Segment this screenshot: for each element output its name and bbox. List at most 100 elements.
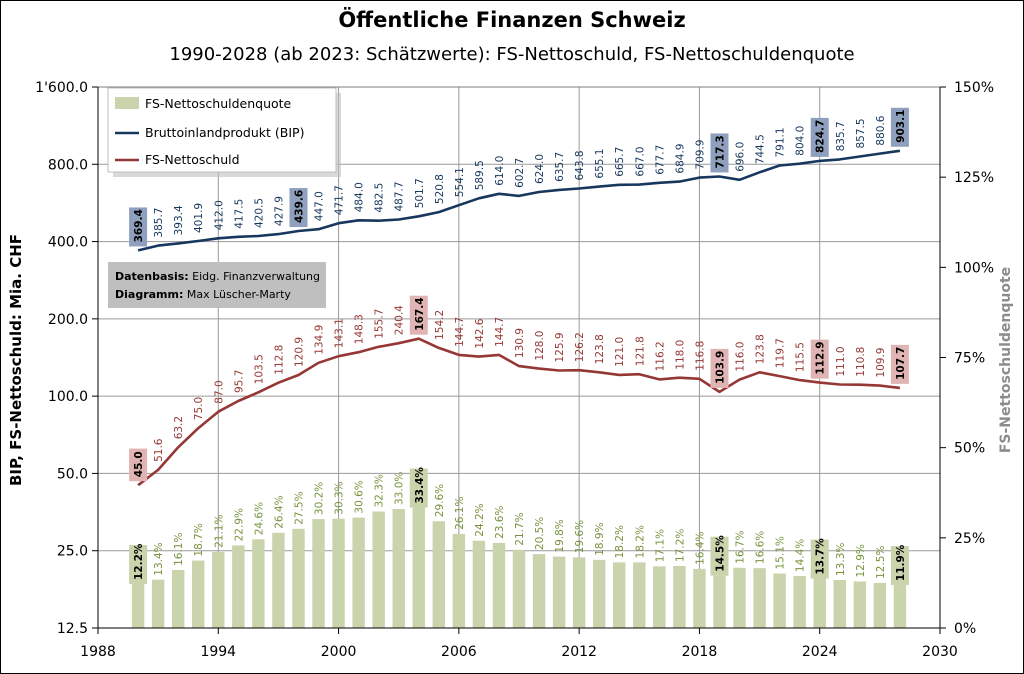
data-label-debt-1996: 103.5 [253,354,265,384]
data-label-debt-2019: 103.9 [715,351,727,384]
data-label-quote-2014: 18.2% [614,525,626,558]
y-tick-label: 800.0 [48,157,88,173]
data-label-quote-2000: 30.3% [334,481,346,514]
note-source: Eidg. Finanzverwaltung [192,270,320,283]
data-label-quote-2012: 19.6% [574,520,586,553]
data-label-debt-2003: 240.4 [394,305,406,335]
x-tick-label: 2000 [321,644,357,660]
bar-quote-1999 [312,519,325,628]
label-box-quote-1990 [129,544,148,584]
data-label-bip-2014: 665.7 [614,147,626,177]
data-label-quote-1992: 16.1% [173,533,185,566]
data-label-quote-2008: 23.6% [494,506,506,539]
data-label-bip-2019: 717.3 [715,135,727,168]
axes: 12.5 25.0 50.0 100.0 200.0 400.0 800.0 1'600.0 1… [35,80,994,660]
svg-text:Datenbasis: Eidg. Finanzverwal: Datenbasis: Eidg. Finanzverwaltung [115,270,320,283]
line-debt [137,337,901,487]
data-label-quote-1996: 24.6% [253,502,265,535]
bar-quote-2018 [693,568,706,628]
data-label-quote-1994: 21.1% [213,515,225,548]
y-tick-label: 50.0 [57,466,88,482]
legend-swatch-quote [115,97,139,109]
y-tick-label: 12.5 [57,621,88,637]
data-label-quote-2016: 17.1% [654,529,666,562]
bar-quote-2006 [452,533,466,628]
label-box-debt-1990 [129,448,148,482]
bar-quote-2024 [813,578,826,628]
label-box-bip-2028 [890,107,909,147]
data-label-bip-2027: 880.6 [875,115,887,145]
x-tick-label: 2030 [922,644,958,660]
data-label-bip-2017: 684.9 [674,144,686,174]
data-label-bip-2012: 643.8 [574,150,586,180]
bar-quote-2012 [572,557,586,628]
label-box-debt-2024 [810,339,829,379]
data-label-debt-2009: 130.9 [514,328,526,358]
data-label-debt-2004: 167.4 [414,297,426,330]
data-label-bip-2025: 835.7 [835,121,847,151]
bar-quote-2025 [833,580,846,628]
x-tick-label: 2006 [441,644,477,660]
bar-quote-2005 [432,521,446,628]
bar-quote-2015 [633,562,646,628]
x-tick-label: 1988 [80,644,116,660]
data-label-quote-2027: 12.5% [875,546,887,579]
data-label-bip-2018: 709.9 [694,140,706,170]
data-label-bip-2008: 614.0 [494,156,506,186]
y-tick-label: 400.0 [48,235,88,251]
y2-tick-label: 50% [954,441,985,457]
data-label-debt-1997: 112.8 [273,345,285,375]
label-box-quote-2028 [890,546,909,586]
note-author: Max Lüscher-Marty [187,288,292,301]
data-label-quote-2013: 18.9% [594,522,606,555]
data-label-bip-1992: 393.4 [173,205,185,235]
data-label-bip-1999: 447.0 [314,191,326,221]
data-label-quote-2017: 17.2% [674,529,686,562]
bar-quote-2007 [472,540,486,628]
label-box-bip-1990 [129,207,148,247]
data-label-quote-2020: 16.7% [735,530,747,563]
svg-text:Diagramm: Max Lüscher-Marty: Diagramm: Max Lüscher-Marty [115,288,291,301]
y2-tick-label: 0% [954,621,976,637]
data-label-quote-2025: 13.3% [835,543,847,576]
data-label-debt-1992: 63.2 [173,416,185,439]
data-label-quote-2022: 15.1% [775,536,787,569]
bar-quote-1992 [171,569,185,628]
bar-quote-1995 [232,545,245,628]
data-label-bip-1998: 439.6 [294,190,306,223]
line-bip [137,149,901,252]
data-label-debt-2021: 123.8 [755,334,767,364]
data-label-quote-2005: 29.6% [434,484,446,517]
bar-quote-1991 [151,579,165,628]
x-tick-label: 1994 [200,644,236,660]
data-label-debt-2027: 109.9 [875,348,887,378]
data-label-bip-2011: 635.7 [554,152,566,182]
data-label-bip-2021: 744.5 [755,134,767,164]
label-box-debt-2019 [710,348,729,388]
data-label-debt-1999: 134.9 [314,325,326,355]
label-box-quote-2004 [409,468,428,508]
label-box-bip-2019 [710,133,729,173]
bar-quote-1997 [272,532,285,628]
data-label-bip-1993: 401.9 [193,203,205,233]
data-label-debt-2006: 144.7 [454,317,466,347]
data-label-bip-2016: 677.7 [654,145,666,175]
data-label-quote-1999: 30.2% [314,482,326,515]
data-label-quote-2021: 16.6% [755,531,767,564]
data-label-quote-2007: 24.2% [474,503,486,536]
data-label-debt-2002: 155.7 [374,309,386,339]
bar-quote-2021 [753,568,766,628]
data-label-debt-2022: 119.7 [775,338,787,368]
y2-tick-label: 125% [954,170,994,186]
data-label-quote-2002: 32.3% [374,474,386,507]
bar-quote-2017 [673,565,686,628]
data-label-quote-2026: 12.9% [855,544,867,577]
data-label-debt-2020: 116.0 [735,342,747,372]
note-label-source: Datenbasis: [115,270,189,283]
data-label-debt-1994: 87.0 [213,380,225,403]
data-label-quote-2028: 11.9% [895,544,907,581]
bar-series [131,507,907,628]
data-label-debt-2018: 116.8 [694,341,706,371]
data-label-bip-1996: 420.5 [253,198,265,228]
bar-quote-2020 [733,567,746,628]
